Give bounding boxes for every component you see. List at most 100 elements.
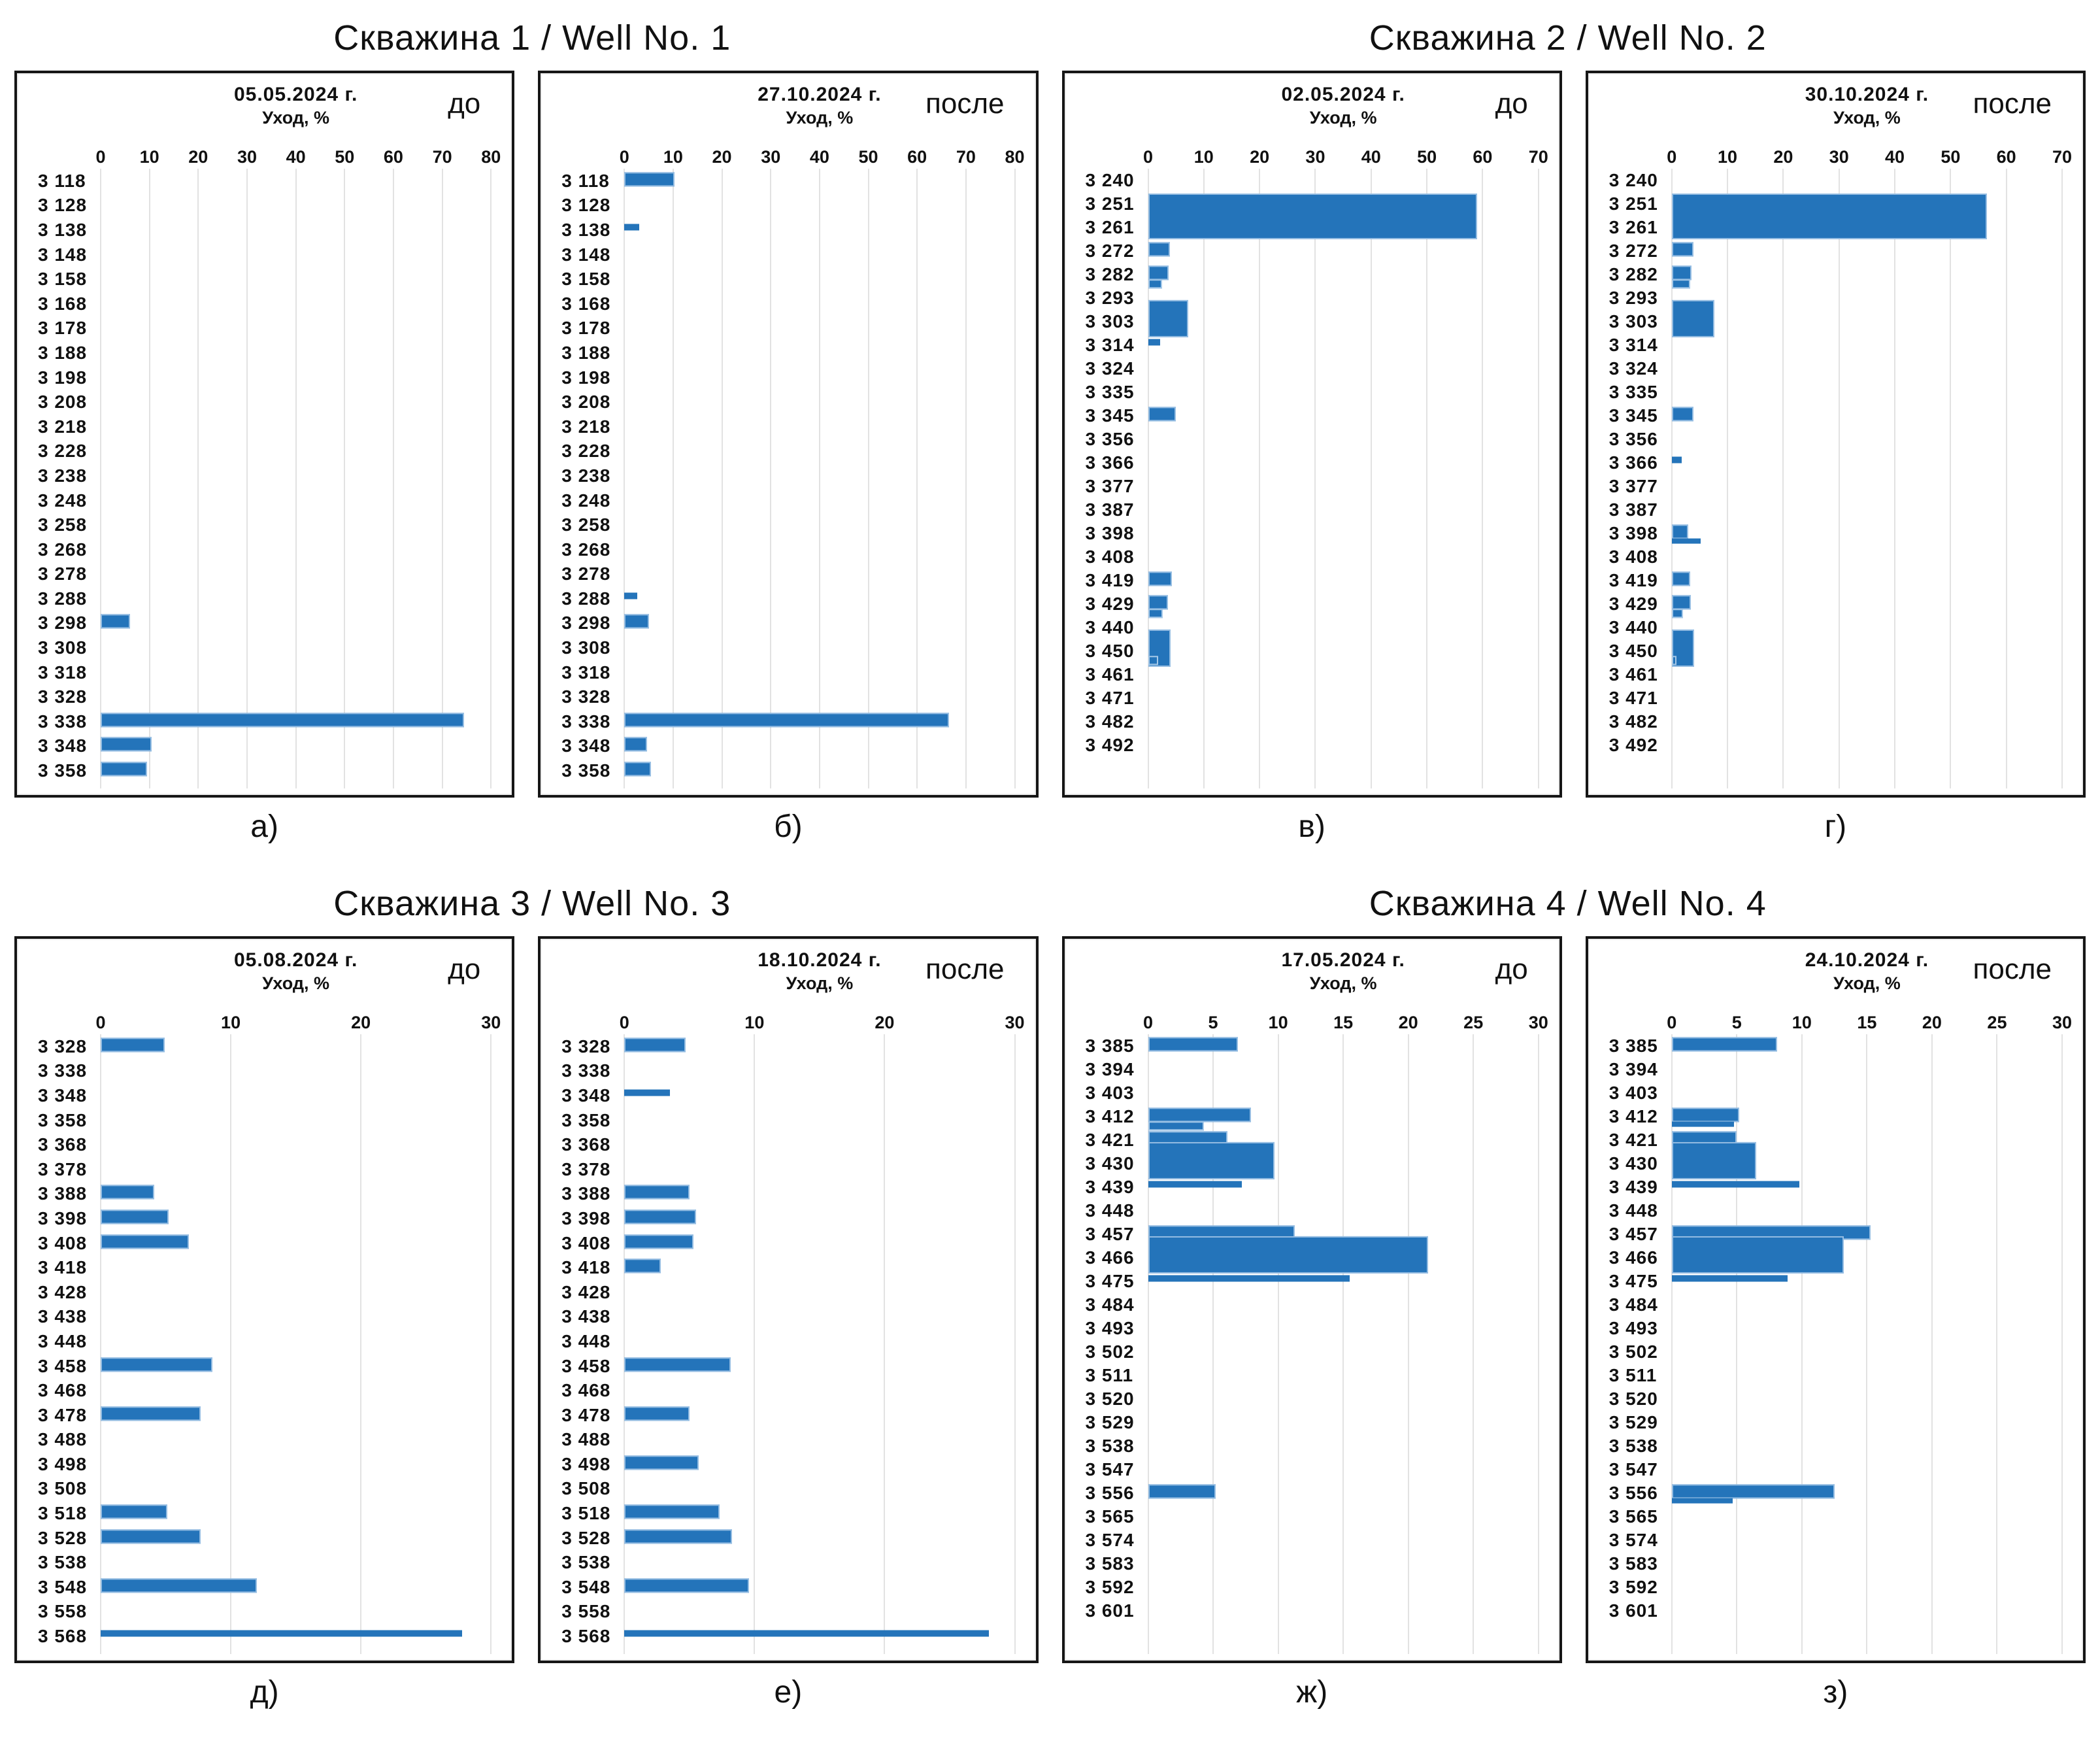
y-tick-label: 3 547 <box>1608 1459 1658 1479</box>
y-tick-label: 3 538 <box>38 1552 88 1573</box>
chart-row: 3 403 <box>1588 1081 2083 1105</box>
chart-row: 3 502 <box>1065 1340 1559 1364</box>
bar <box>1671 242 1694 257</box>
bar-track <box>624 537 1014 562</box>
bar-track <box>1671 1270 2062 1293</box>
bar-track <box>1672 498 2062 522</box>
chart-row: 3 324 <box>1588 357 2083 380</box>
y-tick-label: 3 518 <box>561 1503 611 1524</box>
x-tick-label: 70 <box>956 147 976 167</box>
bar <box>101 1038 165 1053</box>
gridline <box>1727 169 1729 788</box>
y-tick-label: 3 458 <box>38 1355 88 1376</box>
chart-row: 3 387 <box>1588 498 2083 522</box>
chart-row: 3 208 <box>541 390 1035 414</box>
chart-date-title: 05.05.2024 г. <box>233 84 358 105</box>
y-tick-label: 3 440 <box>1608 617 1658 637</box>
bar-track <box>1671 239 2062 263</box>
captions-row-2: д) е) ж) з) <box>14 1663 2086 1721</box>
y-tick-label: 3 251 <box>1608 194 1658 214</box>
y-tick-label: 3 178 <box>38 318 88 339</box>
y-tick-label: 3 583 <box>1608 1553 1658 1574</box>
chart-row: 3 412 <box>1588 1105 2083 1128</box>
x-tick-label: 80 <box>1005 147 1025 167</box>
gridline <box>1537 1034 1539 1654</box>
y-tick-label: 3 338 <box>38 711 88 732</box>
y-tick-label: 3 308 <box>561 637 611 658</box>
bar-track <box>1672 357 2062 380</box>
chart-row: 3 388 <box>17 1182 512 1207</box>
plot-area: 3 328 3 338 3 348 3 358 3 368 3 378 3 388 3 398… <box>541 1034 1035 1661</box>
y-tick-label: 3 565 <box>1085 1506 1135 1527</box>
bar <box>1148 407 1176 422</box>
bar-track <box>624 611 1014 636</box>
y-tick-label: 3 428 <box>38 1281 88 1302</box>
x-tick-label: 5 <box>1731 1013 1742 1032</box>
y-tick-label: 3 138 <box>38 219 88 240</box>
bar-track <box>624 660 1014 685</box>
bar-track <box>101 1231 491 1256</box>
bar-track <box>101 660 491 685</box>
y-tick-label: 3 574 <box>1085 1530 1135 1550</box>
chart-row: 3 303 <box>1065 299 1559 337</box>
chart-row: 3 475 <box>1588 1270 2083 1293</box>
chart-date-title: 18.10.2024 г. <box>758 949 882 971</box>
chart-row: 3 498 <box>541 1452 1035 1477</box>
bar-track <box>1671 1105 2062 1128</box>
bar-track <box>1671 299 2062 337</box>
plot-area: 3 118 3 128 3 138 3 148 3 158 3 168 3 178 3 188… <box>541 169 1035 795</box>
chart-row: 3 348 <box>17 734 512 759</box>
x-tick-label: 0 <box>1667 1013 1677 1032</box>
x-tick-label: 30 <box>1829 147 1849 167</box>
y-tick-label: 3 366 <box>1608 452 1658 473</box>
chart-row: 3 471 <box>1065 686 1559 710</box>
bar-track <box>1148 299 1539 337</box>
phase-label: до <box>448 953 481 985</box>
y-tick-label: 3 461 <box>1608 664 1658 684</box>
bar <box>1148 1107 1251 1123</box>
bar-track <box>624 243 1014 267</box>
chart-row: 3 538 <box>541 1550 1035 1575</box>
y-tick-label: 3 568 <box>561 1626 611 1647</box>
y-tick-label: 3 484 <box>1608 1294 1658 1315</box>
bar <box>1148 1181 1242 1188</box>
gridline <box>1259 169 1261 788</box>
spacer <box>1065 139 1148 169</box>
gridline <box>1866 1034 1868 1654</box>
plot-area: 3 328 3 338 3 348 3 358 3 368 3 378 3 388 3 398… <box>17 1034 512 1661</box>
chart-d: 05.08.2024 г. Уход, % до 0 10 20 30 3 328 3 338 3… <box>14 936 515 1663</box>
phase-label: после <box>925 88 1005 120</box>
chart-row: 3 547 <box>1588 1458 2083 1481</box>
bar-track <box>1672 380 2062 404</box>
y-tick-label: 3 421 <box>1608 1130 1658 1150</box>
chart-row: 3 538 <box>17 1550 512 1575</box>
y-tick-label: 3 458 <box>561 1355 611 1376</box>
chart-row: 3 511 <box>1065 1364 1559 1387</box>
bar <box>101 762 147 777</box>
y-tick-label: 3 419 <box>1085 570 1135 590</box>
chart-row: 3 394 <box>1588 1058 2083 1081</box>
bar-track <box>1148 592 1539 618</box>
y-tick-label: 3 601 <box>1085 1600 1135 1621</box>
y-tick-label: 3 529 <box>1608 1412 1658 1432</box>
x-tick-label: 10 <box>663 147 683 167</box>
x-axis: 0 10 20 30 <box>17 1004 512 1034</box>
chart-row: 3 298 <box>17 611 512 636</box>
y-tick-label: 3 358 <box>561 1109 611 1130</box>
y-tick-label: 3 385 <box>1608 1036 1658 1056</box>
y-tick-label: 3 478 <box>561 1404 611 1425</box>
chart-row: 3 338 <box>541 709 1035 734</box>
bar-track <box>1148 192 1539 240</box>
bar <box>1148 1236 1428 1274</box>
y-tick-label: 3 138 <box>561 219 611 240</box>
bar <box>624 1630 989 1637</box>
bar <box>624 1185 690 1200</box>
chart-header: 05.05.2024 г. Уход, % до <box>17 81 512 139</box>
x-tick-label: 60 <box>907 147 927 167</box>
charts-row-1: 05.05.2024 г. Уход, % до 0 10 20 30 40 50 60 70 80 3… <box>14 71 2086 798</box>
bar-track <box>1148 1505 1539 1528</box>
x-tick-label: 30 <box>761 147 781 167</box>
x-tick-label: 0 <box>95 1013 106 1032</box>
chart-row: 3 282 <box>1065 263 1559 289</box>
x-tick-label: 30 <box>1528 1013 1548 1032</box>
